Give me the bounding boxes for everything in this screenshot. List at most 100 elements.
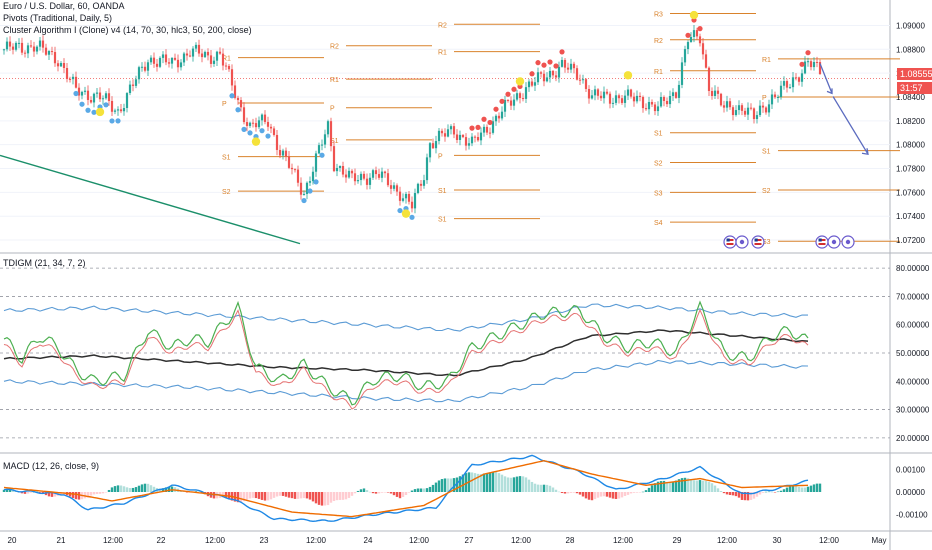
us-flag-event-icon[interactable] xyxy=(815,235,829,249)
macd-indicator-label[interactable]: MACD (12, 26, close, 9) xyxy=(3,461,100,471)
candlestick-series xyxy=(2,25,822,214)
cluster-signal-dot xyxy=(493,106,499,112)
candle-body xyxy=(461,134,465,138)
candle-body xyxy=(386,173,390,186)
us-flag-event-icon[interactable] xyxy=(751,235,765,249)
candle-body xyxy=(425,157,429,181)
time-tick-label: 29 xyxy=(673,536,682,545)
event-markers[interactable] xyxy=(723,235,855,249)
pivot-level-label: S2 xyxy=(654,161,663,168)
macd-histogram-bar xyxy=(560,492,564,494)
candle-body xyxy=(752,108,756,120)
pivot-level-label: R2 xyxy=(654,38,663,45)
macd-tick-label: 0.00100 xyxy=(896,466,925,475)
macd-histogram-bar xyxy=(494,472,498,492)
candle-body xyxy=(452,126,456,135)
candle-body xyxy=(512,99,516,106)
candle-body xyxy=(353,173,357,182)
cluster-indicator-label[interactable]: Cluster Algorithm I (Clone) v4 (14, 70, … xyxy=(3,25,252,35)
cluster-signal-dot xyxy=(481,116,487,122)
candle-body xyxy=(269,126,273,129)
cluster-signal-dot xyxy=(247,130,253,136)
macd-histogram-bar xyxy=(620,492,624,498)
macd-histogram-bar xyxy=(782,489,786,492)
candle-body xyxy=(224,65,228,67)
event-dot xyxy=(739,239,745,245)
us-flag-event-icon[interactable] xyxy=(723,235,737,249)
arrow-head xyxy=(826,88,833,95)
macd-histogram-bar xyxy=(278,492,282,496)
tdi-indicator-label[interactable]: TDIGM (21, 34, 7, 2) xyxy=(3,258,86,268)
macd-histogram-bar xyxy=(149,485,153,492)
tdi-tick-label: 20.00000 xyxy=(896,434,930,443)
macd-histogram-bar xyxy=(89,492,93,496)
macd-histogram-bar xyxy=(785,487,789,492)
symbol-title[interactable]: Euro / U.S. Dollar, 60, OANDA xyxy=(3,1,125,11)
flag-stripe xyxy=(818,243,826,245)
macd-histogram-bar xyxy=(401,492,405,497)
cluster-signal-dot xyxy=(73,90,79,97)
macd-line xyxy=(3,454,809,523)
candle-body xyxy=(164,54,168,63)
candle-body xyxy=(572,63,576,69)
macd-histogram-bar xyxy=(284,492,288,497)
cluster-signal-dot xyxy=(547,59,553,65)
macd-histogram-bar xyxy=(311,492,315,502)
candle-body xyxy=(182,53,186,63)
pivot-level-label: R1 xyxy=(438,50,447,57)
candle-body xyxy=(620,98,624,103)
event-marker-ring xyxy=(723,235,737,249)
macd-histogram-bar xyxy=(101,492,105,494)
macd-histogram-bar xyxy=(122,486,126,492)
candle-body xyxy=(593,89,597,96)
cluster-dots xyxy=(73,10,869,220)
candle-body xyxy=(89,99,93,103)
candle-body xyxy=(347,170,351,178)
macd-histogram-bar xyxy=(563,492,567,494)
macd-histogram-bar xyxy=(8,488,12,492)
macd-histogram-bar xyxy=(509,477,513,492)
macd-histogram-bar xyxy=(434,482,438,492)
candle-body xyxy=(326,121,330,135)
candle-body xyxy=(41,40,45,48)
macd-histogram-bar xyxy=(650,485,654,492)
candle-body xyxy=(683,49,687,63)
macd-histogram-bar xyxy=(314,492,318,504)
candle-body xyxy=(668,96,672,105)
economic-event-icon[interactable] xyxy=(841,235,855,249)
economic-event-icon[interactable] xyxy=(827,235,841,249)
candle-body xyxy=(707,67,711,92)
candle-body xyxy=(809,61,813,68)
macd-histogram-bar xyxy=(677,479,681,492)
pivots-indicator-label[interactable]: Pivots (Traditional, Daily, 5) xyxy=(3,13,113,23)
macd-histogram-bar xyxy=(668,482,672,492)
macd-histogram-bar xyxy=(86,492,90,498)
macd-histogram-bar xyxy=(551,487,555,492)
price-tick-label: 1.08800 xyxy=(896,45,925,54)
candle-body xyxy=(401,198,405,201)
candle-body xyxy=(644,108,648,110)
candle-body xyxy=(437,130,441,142)
macd-histogram-bar xyxy=(425,488,429,492)
candle-body xyxy=(698,36,702,44)
macd-histogram-bar xyxy=(293,492,297,499)
candle-body xyxy=(245,122,249,126)
economic-event-icon[interactable] xyxy=(735,235,749,249)
macd-histogram-bar xyxy=(449,478,453,492)
macd-histogram-bar xyxy=(368,491,372,493)
macd-histogram-bar xyxy=(488,472,492,492)
candle-body xyxy=(365,178,369,185)
candle-body xyxy=(794,77,798,79)
macd-histogram-bar xyxy=(521,476,525,492)
candle-body xyxy=(626,89,630,96)
cluster-signal-dot xyxy=(409,214,415,220)
macd-histogram-bar xyxy=(338,492,342,500)
macd-histogram-bar xyxy=(584,492,588,499)
tdi-signal-line xyxy=(3,308,809,410)
macd-histogram-bar xyxy=(128,488,132,492)
candle-body xyxy=(641,96,645,109)
event-marker-ring xyxy=(815,235,829,249)
macd-histogram-bar xyxy=(818,483,822,492)
macd-histogram-bar xyxy=(329,492,333,503)
